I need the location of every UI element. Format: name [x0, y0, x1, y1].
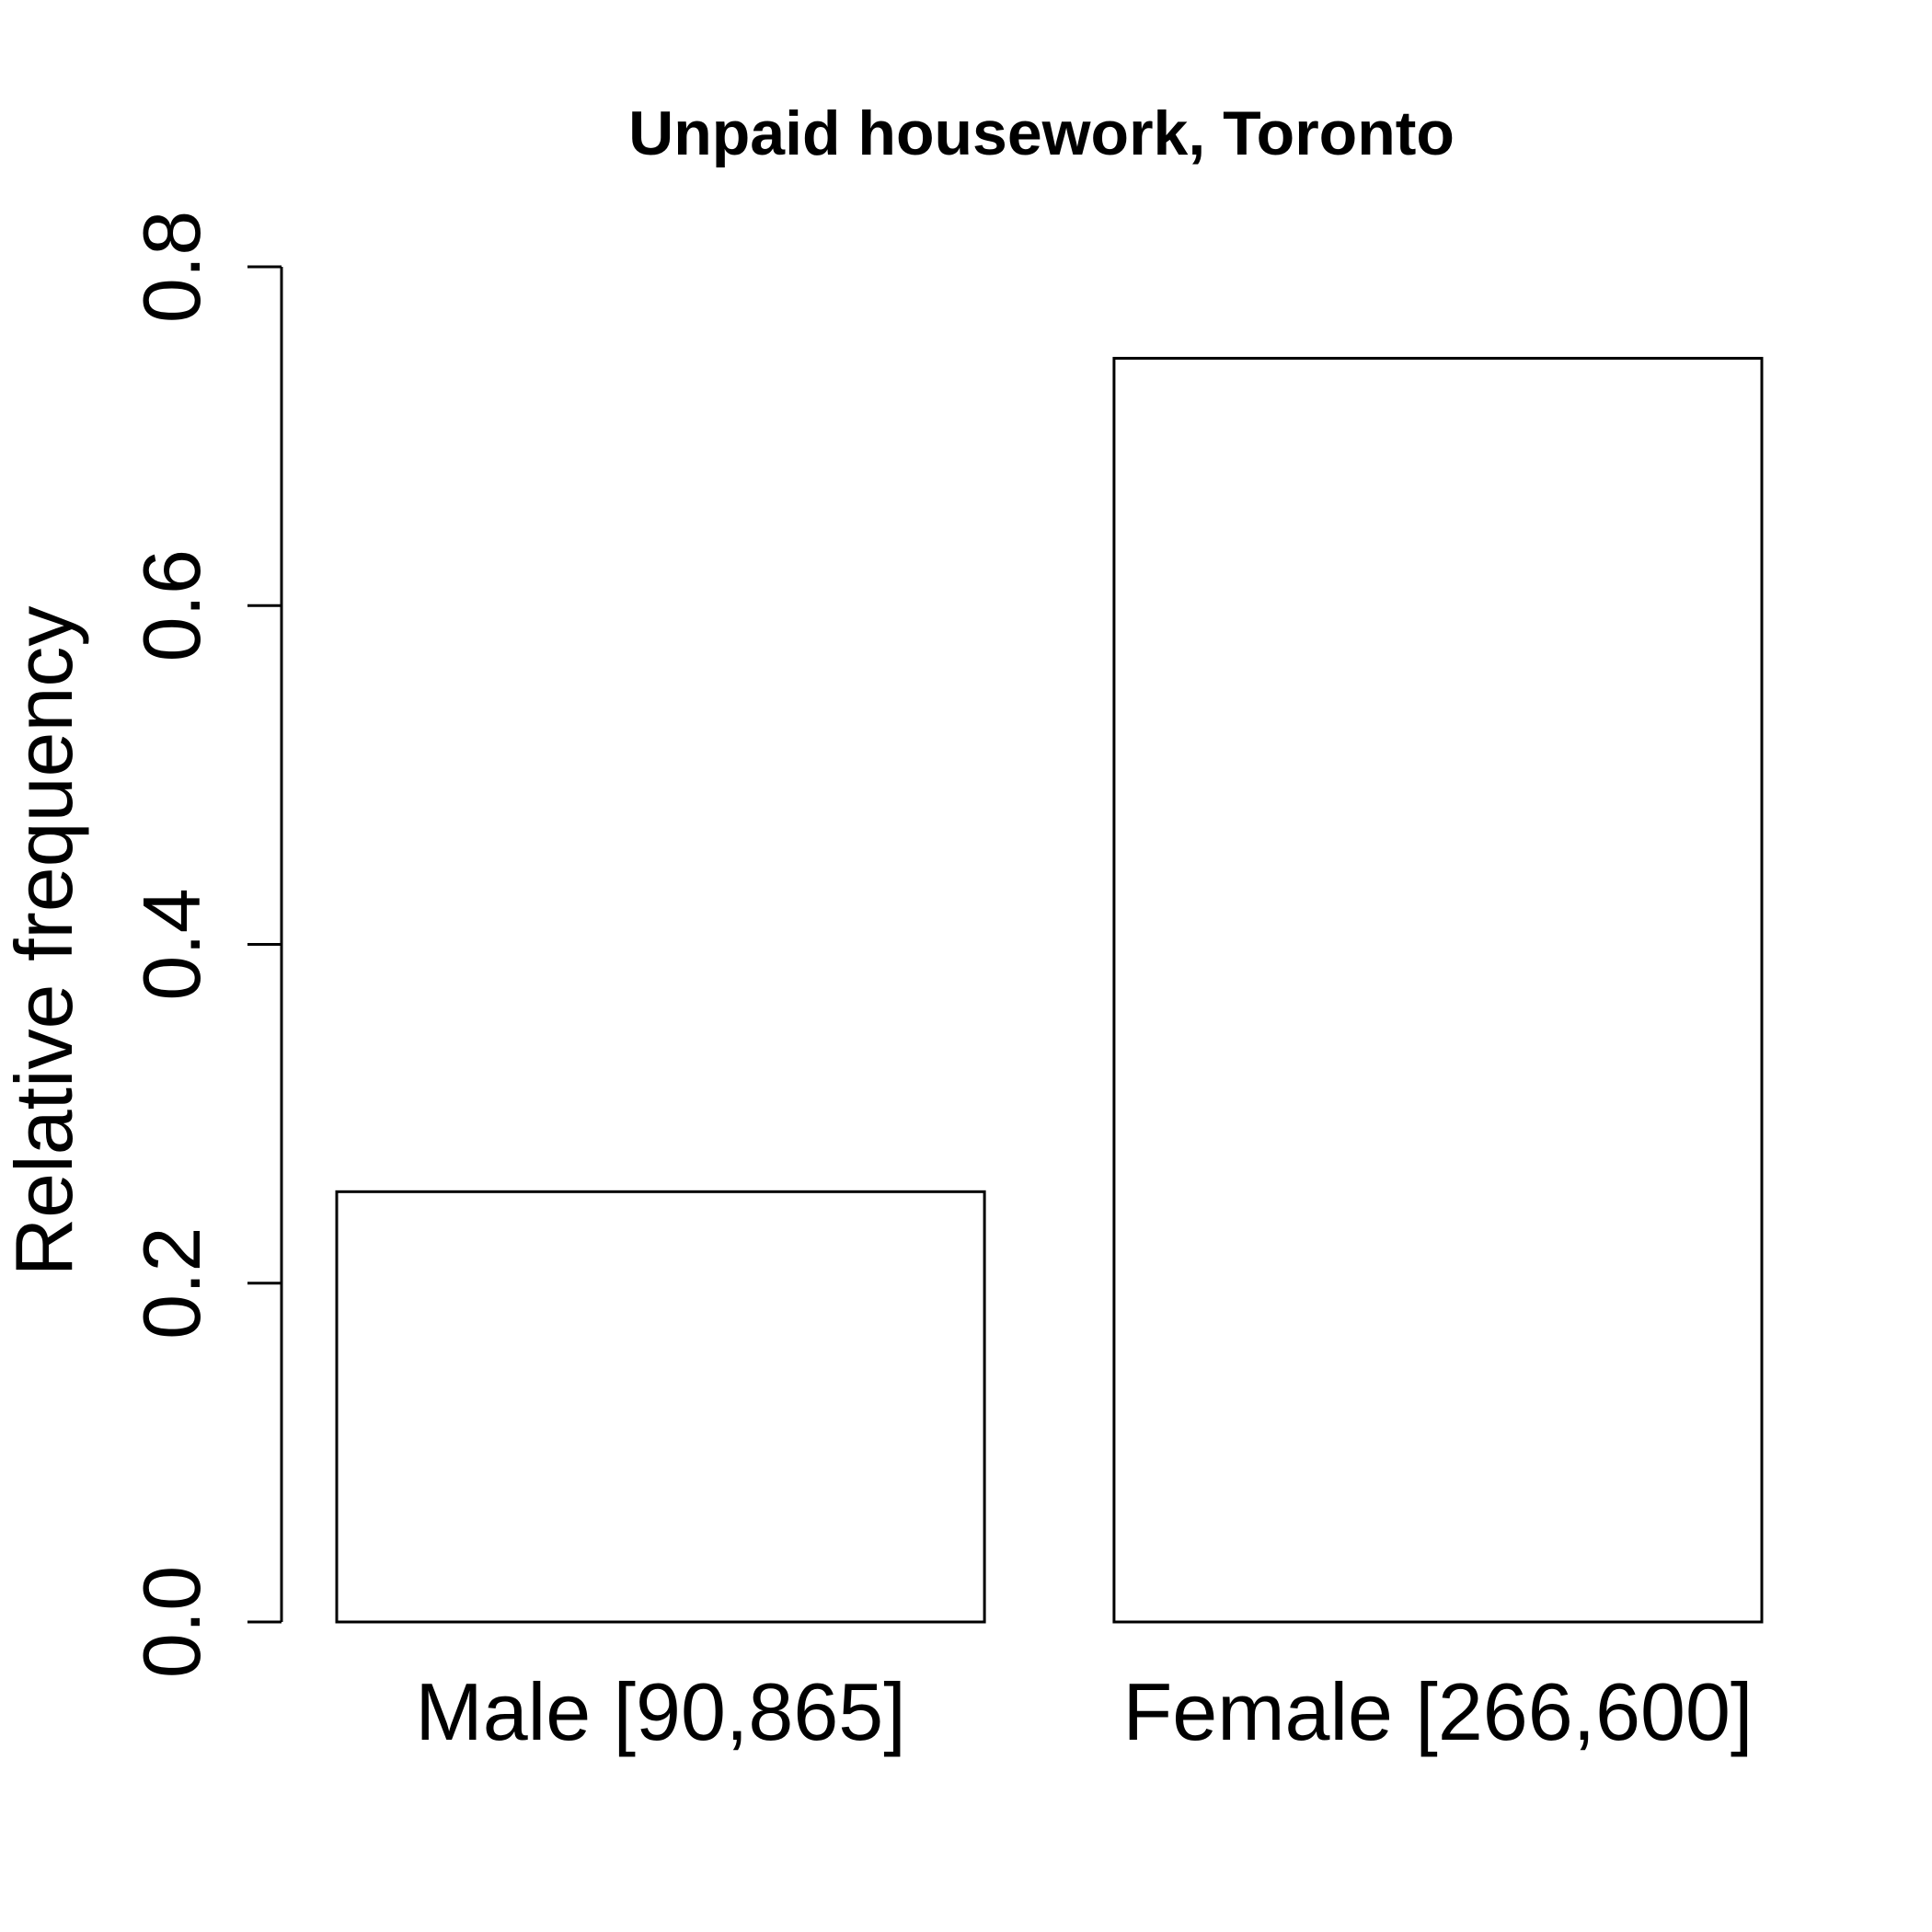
- bar-female: [1112, 356, 1764, 1624]
- y-tick-label: 0.4: [126, 888, 217, 1000]
- y-tick-label: 0.8: [126, 211, 217, 323]
- x-category-label: Male [90,865]: [415, 1666, 905, 1757]
- bars: [335, 356, 1764, 1624]
- y-tick-label: 0.6: [126, 549, 217, 661]
- chart-title: Unpaid housework, Toronto: [628, 98, 1455, 168]
- y-axis-label: Relative frequency: [0, 606, 89, 1277]
- y-axis-ticks: 0.0 0.2 0.4 0.6 0.8: [126, 211, 282, 1678]
- x-axis-labels: Male [90,865] Female [266,600]: [415, 1666, 1753, 1757]
- y-tick-label: 0.0: [126, 1566, 217, 1678]
- y-tick-label: 0.2: [126, 1227, 217, 1340]
- bar-male: [335, 1190, 986, 1624]
- x-category-label: Female [266,600]: [1123, 1666, 1754, 1757]
